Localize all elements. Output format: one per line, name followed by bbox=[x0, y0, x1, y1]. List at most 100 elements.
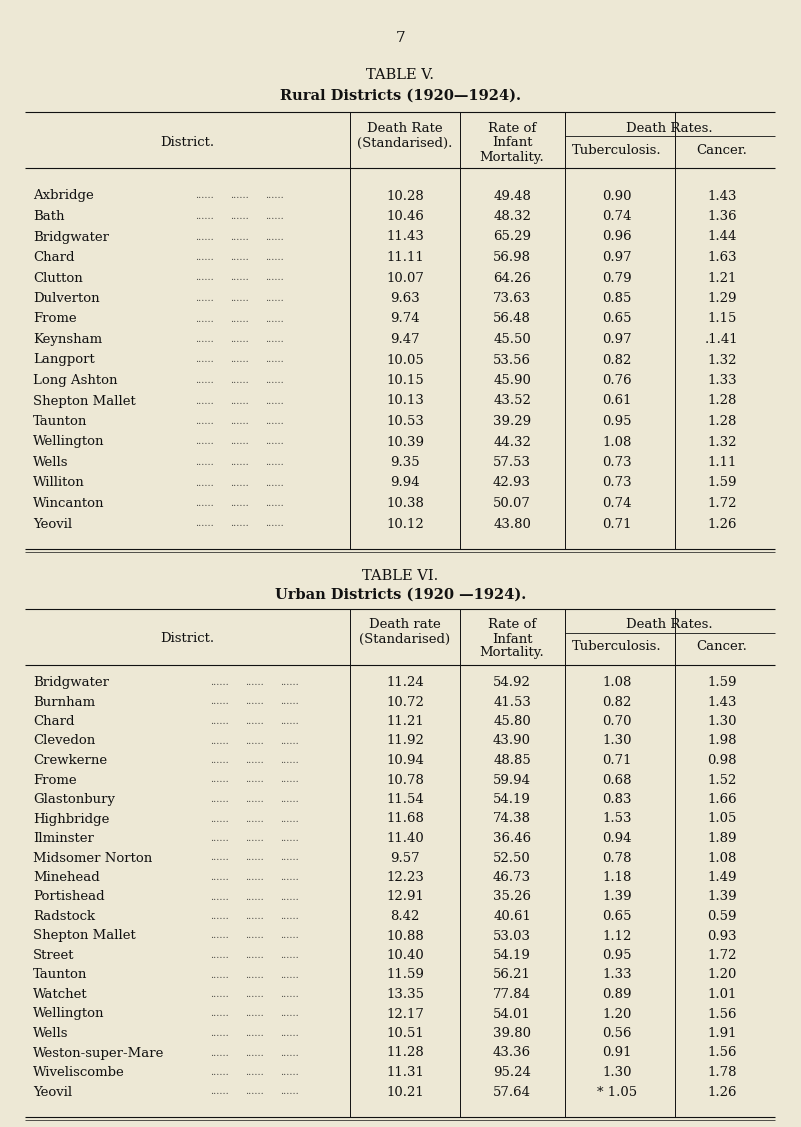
Text: ......: ...... bbox=[195, 252, 214, 261]
Text: ......: ...... bbox=[280, 698, 299, 707]
Text: ......: ...... bbox=[195, 520, 214, 529]
Text: ......: ...... bbox=[245, 951, 264, 960]
Text: ......: ...... bbox=[195, 437, 214, 446]
Text: ......: ...... bbox=[210, 698, 229, 707]
Text: Chard: Chard bbox=[33, 251, 74, 264]
Text: Yeovil: Yeovil bbox=[33, 517, 72, 531]
Text: 10.38: 10.38 bbox=[386, 497, 424, 511]
Text: 1.08: 1.08 bbox=[707, 852, 737, 864]
Text: Infant: Infant bbox=[492, 633, 532, 646]
Text: 1.49: 1.49 bbox=[707, 871, 737, 884]
Text: 9.35: 9.35 bbox=[390, 456, 420, 469]
Text: 0.95: 0.95 bbox=[602, 949, 632, 962]
Text: 0.71: 0.71 bbox=[602, 754, 632, 767]
Text: 41.53: 41.53 bbox=[493, 695, 531, 709]
Text: 0.70: 0.70 bbox=[602, 715, 632, 728]
Text: 57.64: 57.64 bbox=[493, 1085, 531, 1099]
Text: 1.29: 1.29 bbox=[707, 292, 737, 305]
Text: Death Rates.: Death Rates. bbox=[626, 122, 713, 134]
Text: 50.07: 50.07 bbox=[493, 497, 531, 511]
Text: ......: ...... bbox=[265, 479, 284, 488]
Text: ......: ...... bbox=[280, 775, 299, 784]
Text: 53.56: 53.56 bbox=[493, 354, 531, 366]
Text: ......: ...... bbox=[210, 737, 229, 745]
Text: ......: ...... bbox=[210, 873, 229, 882]
Text: 45.50: 45.50 bbox=[493, 332, 531, 346]
Text: ......: ...... bbox=[195, 335, 214, 344]
Text: Axbridge: Axbridge bbox=[33, 189, 94, 203]
Text: ......: ...... bbox=[265, 232, 284, 241]
Text: 0.76: 0.76 bbox=[602, 374, 632, 387]
Text: 53.03: 53.03 bbox=[493, 930, 531, 942]
Text: ......: ...... bbox=[230, 397, 249, 406]
Text: 1.20: 1.20 bbox=[602, 1008, 632, 1021]
Text: ......: ...... bbox=[280, 1088, 299, 1097]
Text: ......: ...... bbox=[245, 756, 264, 765]
Text: 1.66: 1.66 bbox=[707, 793, 737, 806]
Text: ......: ...... bbox=[265, 376, 284, 385]
Text: Death Rate: Death Rate bbox=[367, 122, 443, 134]
Text: 10.46: 10.46 bbox=[386, 210, 424, 223]
Text: 1.52: 1.52 bbox=[707, 773, 737, 787]
Text: ......: ...... bbox=[195, 479, 214, 488]
Text: 11.68: 11.68 bbox=[386, 813, 424, 825]
Text: ......: ...... bbox=[195, 274, 214, 283]
Text: Cancer.: Cancer. bbox=[697, 143, 747, 157]
Text: 1.33: 1.33 bbox=[602, 968, 632, 982]
Text: ......: ...... bbox=[210, 834, 229, 843]
Text: Death Rates.: Death Rates. bbox=[626, 618, 713, 631]
Text: ......: ...... bbox=[210, 717, 229, 726]
Text: ......: ...... bbox=[280, 932, 299, 941]
Text: Highbridge: Highbridge bbox=[33, 813, 110, 825]
Text: 1.28: 1.28 bbox=[707, 415, 737, 428]
Text: ......: ...... bbox=[280, 970, 299, 979]
Text: 65.29: 65.29 bbox=[493, 231, 531, 243]
Text: 43.36: 43.36 bbox=[493, 1047, 531, 1059]
Text: Taunton: Taunton bbox=[33, 968, 87, 982]
Text: ......: ...... bbox=[195, 397, 214, 406]
Text: ......: ...... bbox=[265, 252, 284, 261]
Text: ......: ...... bbox=[265, 212, 284, 221]
Text: 0.83: 0.83 bbox=[602, 793, 632, 806]
Text: 1.18: 1.18 bbox=[602, 871, 632, 884]
Text: ......: ...... bbox=[265, 458, 284, 467]
Text: 1.43: 1.43 bbox=[707, 695, 737, 709]
Text: 1.30: 1.30 bbox=[707, 715, 737, 728]
Text: 42.93: 42.93 bbox=[493, 477, 531, 489]
Text: ......: ...... bbox=[280, 912, 299, 921]
Text: 44.32: 44.32 bbox=[493, 435, 531, 449]
Text: Frome: Frome bbox=[33, 773, 77, 787]
Text: 1.59: 1.59 bbox=[707, 676, 737, 689]
Text: 10.28: 10.28 bbox=[386, 189, 424, 203]
Text: 1.05: 1.05 bbox=[707, 813, 737, 825]
Text: ......: ...... bbox=[280, 1048, 299, 1057]
Text: 1.91: 1.91 bbox=[707, 1027, 737, 1040]
Text: ......: ...... bbox=[245, 717, 264, 726]
Text: Ilminster: Ilminster bbox=[33, 832, 94, 845]
Text: 0.61: 0.61 bbox=[602, 394, 632, 408]
Text: 0.65: 0.65 bbox=[602, 312, 632, 326]
Text: 0.93: 0.93 bbox=[707, 930, 737, 942]
Text: 95.24: 95.24 bbox=[493, 1066, 531, 1079]
Text: 56.21: 56.21 bbox=[493, 968, 531, 982]
Text: ......: ...... bbox=[280, 756, 299, 765]
Text: ......: ...... bbox=[210, 853, 229, 862]
Text: ......: ...... bbox=[280, 834, 299, 843]
Text: 0.82: 0.82 bbox=[602, 695, 632, 709]
Text: ......: ...... bbox=[280, 951, 299, 960]
Text: ......: ...... bbox=[280, 815, 299, 824]
Text: Wellington: Wellington bbox=[33, 435, 104, 449]
Text: ......: ...... bbox=[230, 499, 249, 508]
Text: 11.28: 11.28 bbox=[386, 1047, 424, 1059]
Text: 45.90: 45.90 bbox=[493, 374, 531, 387]
Text: ......: ...... bbox=[195, 192, 214, 201]
Text: Bridgwater: Bridgwater bbox=[33, 231, 109, 243]
Text: 35.26: 35.26 bbox=[493, 890, 531, 904]
Text: ......: ...... bbox=[210, 951, 229, 960]
Text: 10.78: 10.78 bbox=[386, 773, 424, 787]
Text: .1.41: .1.41 bbox=[705, 332, 739, 346]
Text: 39.80: 39.80 bbox=[493, 1027, 531, 1040]
Text: ......: ...... bbox=[195, 355, 214, 364]
Text: ......: ...... bbox=[195, 417, 214, 426]
Text: 12.23: 12.23 bbox=[386, 871, 424, 884]
